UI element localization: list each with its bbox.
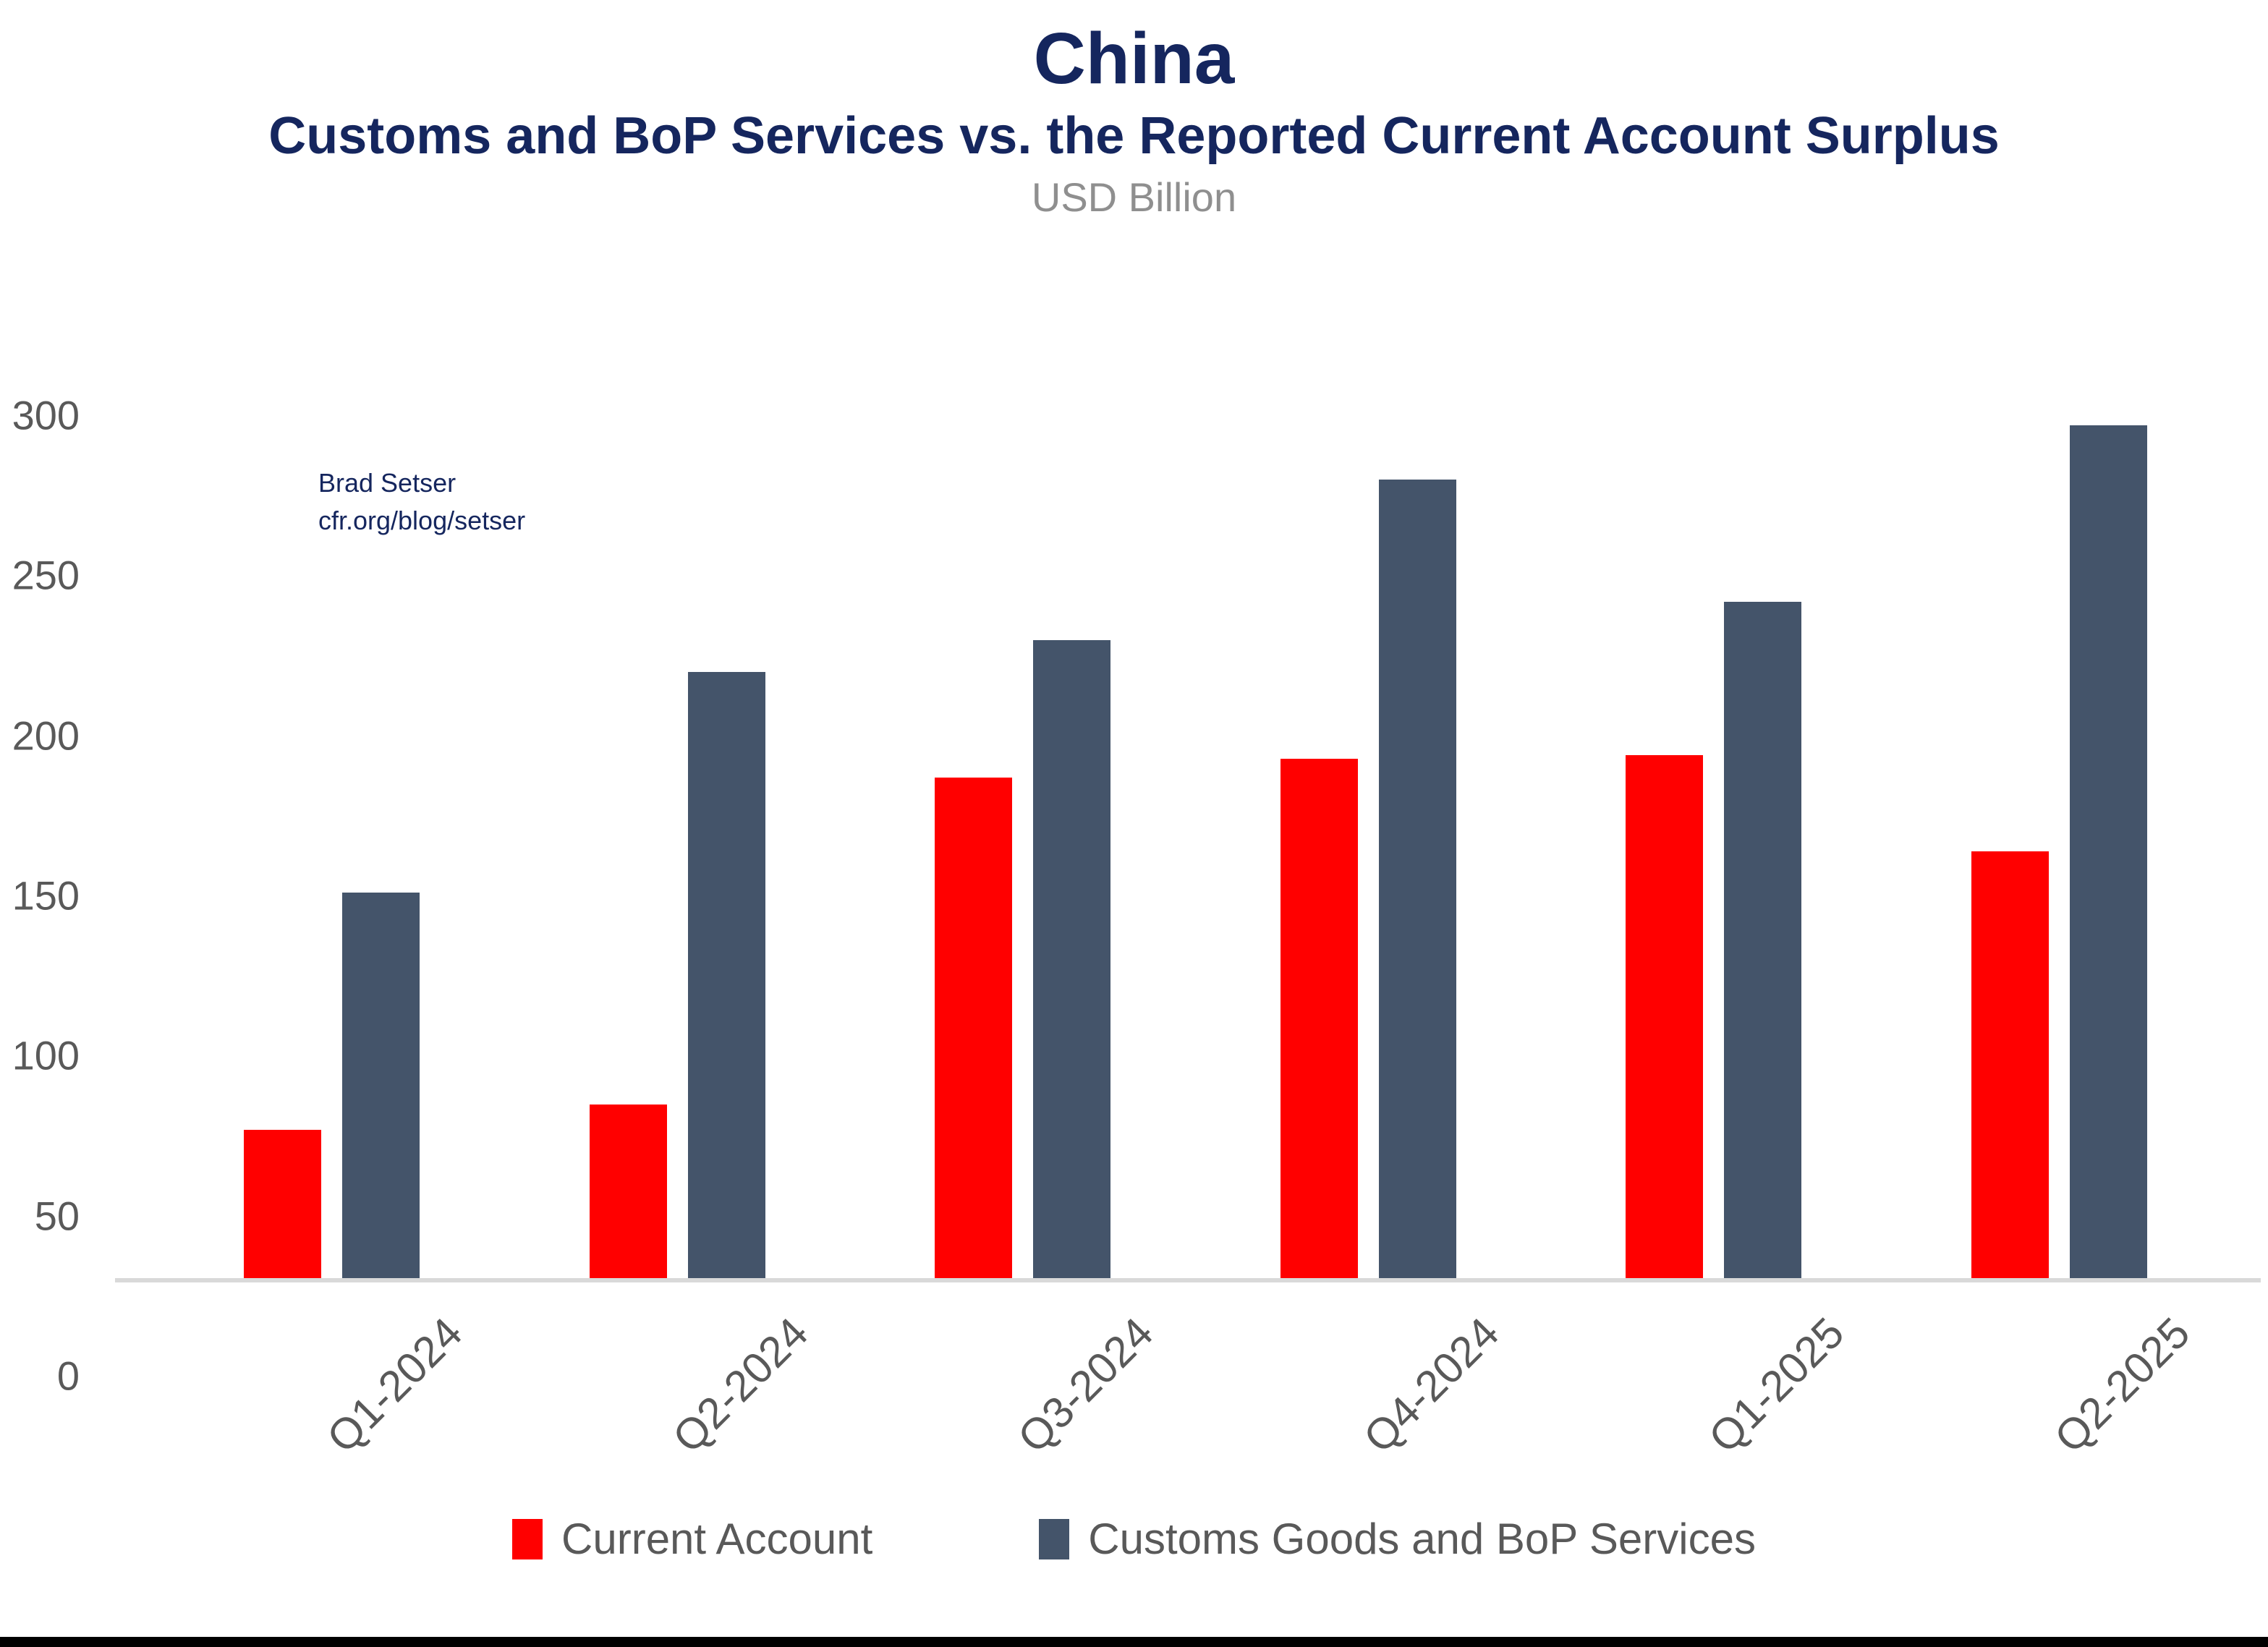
y-axis-tick-labels: 0 50 100 150 200 250 300 xyxy=(0,393,112,1399)
x-slot-q2-2025: Q2-2025 xyxy=(1887,1280,2233,1501)
bar-q1-2025-customs-bop xyxy=(1724,601,1802,1280)
chart-units-label: USD Billion xyxy=(1031,174,1237,220)
x-tick-label: Q3-2024 xyxy=(1008,1308,1163,1463)
x-tick-label: Q4-2024 xyxy=(1354,1308,1508,1463)
annotation-url: cfr.org/blog/setser xyxy=(318,506,526,535)
bar-group-q2-2024 xyxy=(505,320,851,1280)
legend-item-customs-bop: Customs Goods and BoP Services xyxy=(1039,1514,1756,1564)
bar-q1-2024-current-account xyxy=(244,1129,322,1280)
bar-q2-2024-current-account xyxy=(589,1104,667,1280)
y-tick-label: 300 xyxy=(12,392,80,438)
x-axis-category-labels: Q1-2024 Q2-2024 Q3-2024 Q4-2024 Q1-2025 Q2-20… xyxy=(119,1280,2254,1501)
bar-q4-2024-current-account xyxy=(1280,758,1358,1280)
bar-series-area xyxy=(119,320,2254,1280)
x-slot-q3-2024: Q3-2024 xyxy=(850,1280,1196,1501)
bar-group-q2-2025 xyxy=(1887,320,2233,1280)
x-slot-q2-2024: Q2-2024 xyxy=(505,1280,851,1501)
plot-area: Brad Setser cfr.org/blog/setser xyxy=(115,320,2261,1282)
x-tick-label: Q2-2025 xyxy=(2044,1308,2199,1463)
y-tick-label: 50 xyxy=(34,1193,80,1239)
bar-q2-2025-current-account xyxy=(1971,851,2049,1280)
y-tick-label: 100 xyxy=(12,1032,80,1078)
chart-subtitle: Customs and BoP Services vs. the Reporte… xyxy=(268,107,2000,165)
bar-group-q4-2024 xyxy=(1196,320,1542,1280)
bar-group-q3-2024 xyxy=(850,320,1196,1280)
x-tick-label: Q1-2025 xyxy=(1699,1308,1853,1463)
bar-q3-2024-customs-bop xyxy=(1033,639,1111,1280)
y-tick-label: 150 xyxy=(12,872,80,919)
x-slot-q1-2024: Q1-2024 xyxy=(159,1280,505,1501)
bar-q2-2025-customs-bop xyxy=(2069,425,2147,1280)
annotation-author: Brad Setser xyxy=(318,468,456,498)
legend-swatch-icon xyxy=(1039,1518,1070,1559)
y-tick-label: 200 xyxy=(12,712,80,759)
bar-q2-2024-customs-bop xyxy=(687,671,765,1280)
bar-q4-2024-customs-bop xyxy=(1378,480,1456,1280)
legend-label: Current Account xyxy=(561,1515,873,1563)
bar-q1-2025-current-account xyxy=(1626,755,1704,1280)
bar-q1-2024-customs-bop xyxy=(342,893,420,1280)
chart-header: China Customs and BoP Services vs. the R… xyxy=(0,0,2268,224)
x-tick-label: Q1-2024 xyxy=(318,1308,472,1463)
legend: Current Account Customs Goods and BoP Ser… xyxy=(0,1514,2268,1564)
bottom-border-bar xyxy=(0,1637,2268,1647)
y-tick-label: 250 xyxy=(12,552,80,598)
x-axis-line xyxy=(115,1278,2261,1282)
bar-group-q1-2025 xyxy=(1541,320,1887,1280)
bar-q3-2024-current-account xyxy=(935,778,1013,1280)
source-annotation: Brad Setser cfr.org/blog/setser xyxy=(318,464,525,540)
chart-title: China xyxy=(1033,18,1235,99)
y-tick-label: 0 xyxy=(56,1353,80,1399)
legend-label: Customs Goods and BoP Services xyxy=(1088,1515,1756,1563)
x-tick-label: Q2-2024 xyxy=(663,1308,817,1463)
x-slot-q1-2025: Q1-2025 xyxy=(1541,1280,1887,1501)
legend-item-current-account: Current Account xyxy=(512,1514,872,1564)
legend-swatch-icon xyxy=(512,1518,543,1559)
bar-group-q1-2024 xyxy=(159,320,505,1280)
bar-chart: 0 50 100 150 200 250 300 Brad Setser cfr.org/b… xyxy=(0,320,2268,1501)
x-slot-q4-2024: Q4-2024 xyxy=(1196,1280,1542,1501)
